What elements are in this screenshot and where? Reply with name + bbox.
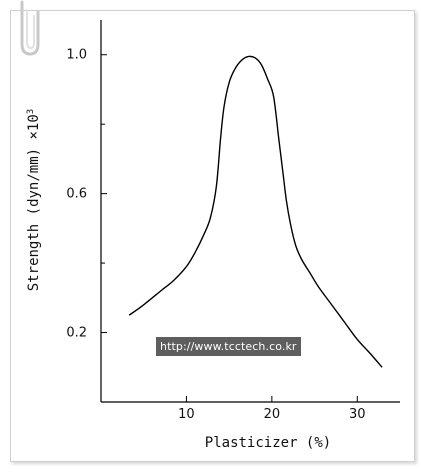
ticks [101, 54, 358, 402]
paper-clip-icon [20, 0, 40, 56]
y-tick-label-1: 0.6 [66, 187, 87, 202]
x-tick-label-2: 30 [349, 407, 366, 422]
axis-titles: Plasticizer (%) Strength (dyn/mm) ×103 [26, 109, 331, 451]
y-axis-label-text: Strength (dyn/mm) ×10 [26, 114, 42, 291]
y-axis-label-exponent: 3 [26, 109, 36, 114]
figure-frame [10, 10, 415, 462]
series [128, 55, 383, 368]
y-tick-label-2: 1.0 [66, 48, 87, 63]
series-line-0 [128, 55, 383, 368]
tick-labels: 0.2 0.6 1.0 10 20 30 [66, 48, 365, 422]
x-tick-label-1: 20 [264, 407, 281, 422]
x-axis-label: Plasticizer (%) [205, 435, 331, 451]
y-axis-label: Strength (dyn/mm) ×103 [26, 109, 42, 291]
axes [100, 20, 400, 403]
x-tick-label-0: 10 [178, 407, 195, 422]
y-tick-label-0: 0.2 [66, 326, 87, 341]
watermark-url: http://www.tcctech.co.kr [156, 337, 301, 356]
